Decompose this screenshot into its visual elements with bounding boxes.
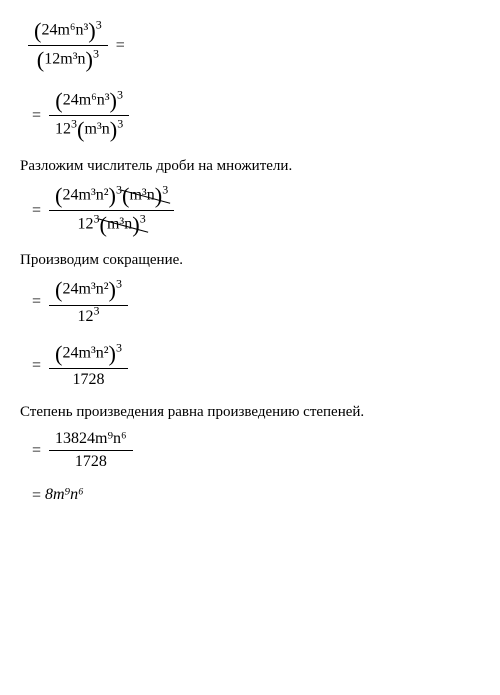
step-4: = 24m³n²3 123 — [20, 277, 480, 326]
expr: 12m³n — [44, 51, 85, 68]
equals: = — [112, 37, 129, 55]
fraction-6: 13824m⁹n⁶ 1728 — [49, 429, 133, 472]
numerator-2: 24m⁶n³ 3 — [49, 88, 129, 116]
fraction-2: 24m⁶n³ 3 12 3 m³n 3 — [49, 88, 129, 144]
power: 3 — [140, 211, 146, 225]
power: 3 — [162, 182, 168, 196]
expr: 12 — [78, 308, 94, 325]
power: 3 — [96, 17, 102, 31]
power: 3 — [116, 340, 122, 354]
expr: m³n — [107, 216, 132, 233]
expr: 12 — [78, 216, 94, 233]
denominator-5: 1728 — [49, 369, 128, 390]
power: 3 — [117, 87, 123, 101]
power: 3 — [116, 277, 122, 291]
numerator-4: 24m³n² 3 — [49, 277, 128, 305]
explanation-2: Производим сокращение. — [20, 252, 480, 269]
equals: = — [28, 202, 45, 220]
fraction-3: 24m³n²3m³n3 123m³n3 — [49, 183, 174, 239]
numerator-6: 13824m⁹n⁶ — [49, 429, 133, 451]
equals: = — [28, 107, 45, 125]
step-1: 24m⁶n³ 3 12m³n 3 = — [20, 18, 480, 74]
equals: = — [28, 357, 45, 375]
expr: 24m³n² — [63, 186, 109, 203]
step-7: =8m⁹n⁶ — [20, 486, 480, 504]
expr: 24m⁶n³ — [41, 22, 88, 39]
expr: m³n — [85, 121, 110, 138]
step-3: = 24m³n²3m³n3 123m³n3 — [20, 183, 480, 239]
step-2: = 24m⁶n³ 3 12 3 m³n 3 — [20, 88, 480, 144]
step-5: = 24m³n² 3 1728 — [20, 341, 480, 390]
expr: 24m⁶n³ — [63, 91, 110, 108]
power: 3 — [94, 304, 100, 318]
power: 3 — [93, 47, 99, 61]
equals: = — [28, 487, 45, 505]
denominator-4: 123 — [49, 306, 128, 327]
explanation-3: Степень произведения равна произведению … — [20, 404, 480, 421]
fraction-5: 24m³n² 3 1728 — [49, 341, 128, 390]
numerator-5: 24m³n² 3 — [49, 341, 128, 369]
numerator-1: 24m⁶n³ 3 — [28, 18, 108, 46]
equals: = — [28, 293, 45, 311]
expr: 12 — [55, 121, 71, 138]
numerator-3: 24m³n²3m³n3 — [49, 183, 174, 211]
denominator-2: 123m³n3 — [49, 116, 129, 143]
final-result: 8m⁹n⁶ — [45, 486, 84, 503]
expr: 24m³n² — [63, 344, 109, 361]
step-6: = 13824m⁹n⁶ 1728 — [20, 429, 480, 472]
fraction-1: 24m⁶n³ 3 12m³n 3 — [28, 18, 108, 74]
power: 3 — [117, 117, 123, 131]
fraction-4: 24m³n²3 123 — [49, 277, 128, 326]
equals: = — [28, 442, 45, 460]
denominator-3: 123m³n3 — [49, 211, 174, 238]
expr: 24m³n² — [63, 281, 109, 298]
expr: m³n — [129, 186, 154, 203]
denominator-1: 12m³n 3 — [28, 46, 108, 73]
denominator-6: 1728 — [49, 451, 133, 472]
explanation-1: Разложим числитель дроби на множители. — [20, 158, 480, 175]
